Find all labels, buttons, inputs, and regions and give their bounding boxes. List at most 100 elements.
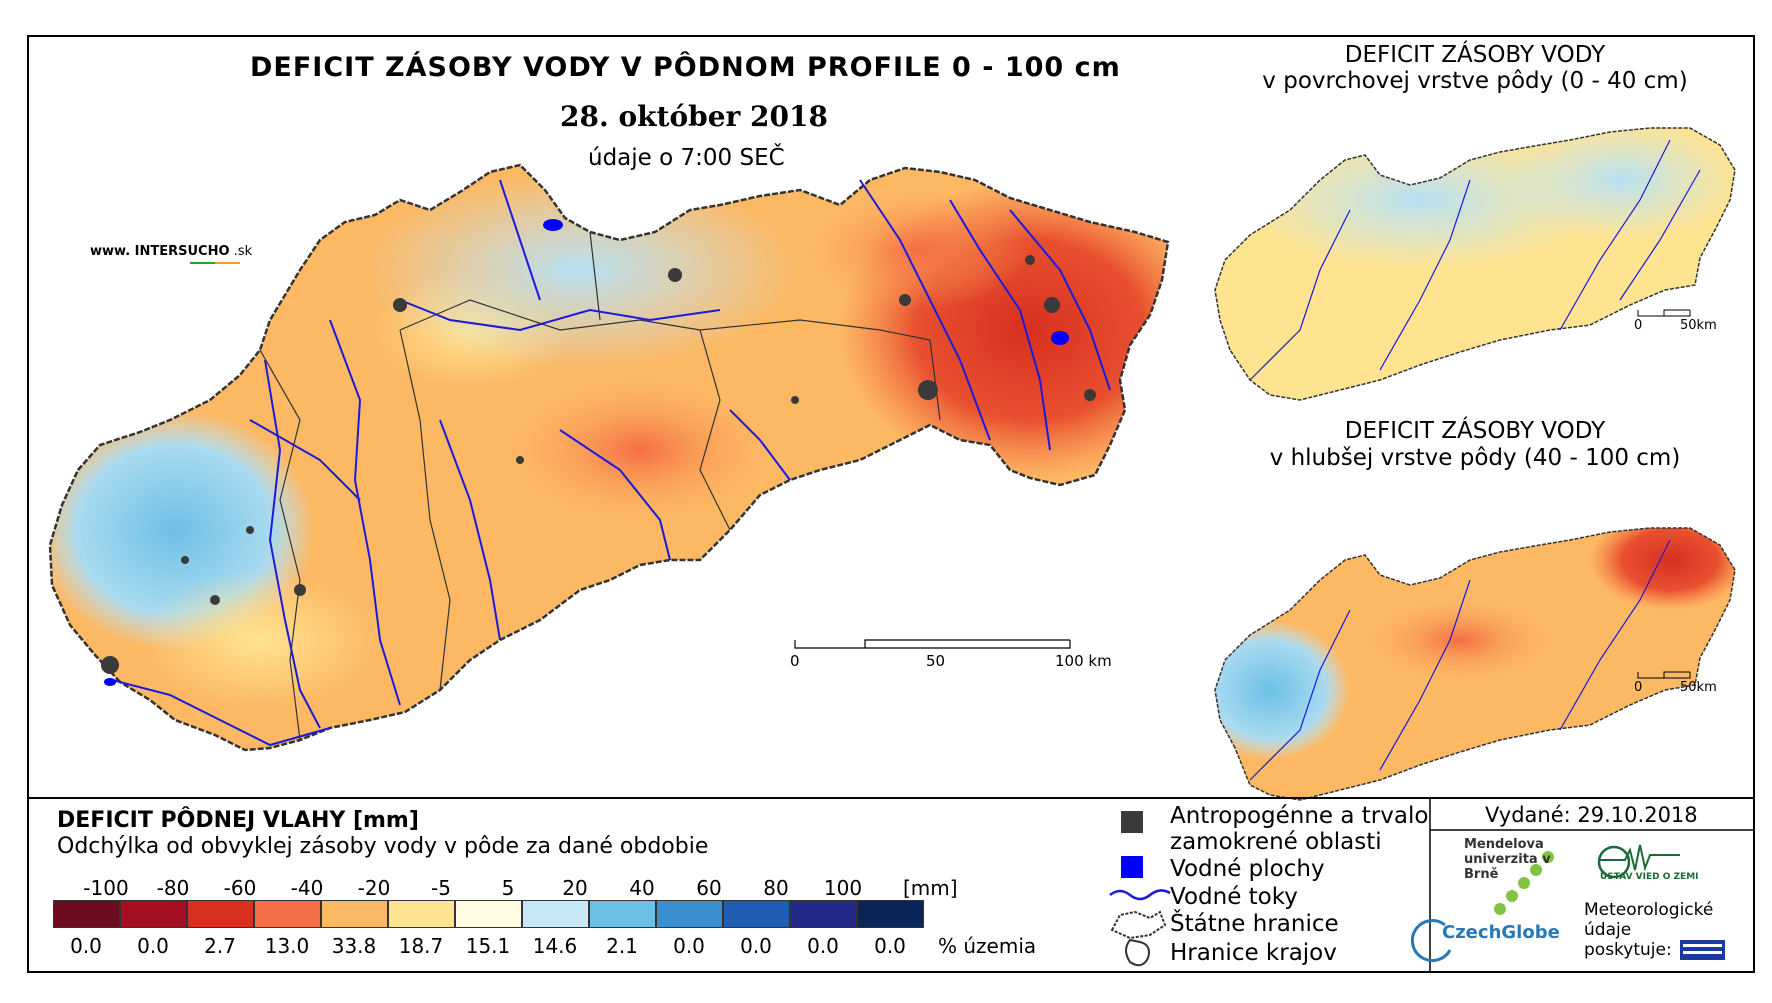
legend-color-swatch — [187, 900, 254, 928]
inset-bottom-scale-label-50: 50km — [1680, 680, 1717, 695]
legend-percent-unit: % územia — [938, 934, 1037, 958]
water-bodies — [104, 219, 1069, 686]
legend-percent-value: 2.7 — [204, 934, 236, 958]
shmu-logo-icon — [1680, 940, 1725, 960]
river-network — [111, 179, 1111, 747]
main-scale-label-50: 50 — [926, 652, 946, 670]
inset-bottom-rivers — [1249, 539, 1671, 781]
website-underline — [190, 262, 240, 264]
legend-color-swatch — [589, 900, 656, 928]
legend-color-swatch — [254, 900, 321, 928]
inset-top-border — [1214, 127, 1736, 401]
website-suffix: .sk — [229, 244, 253, 259]
inset-bottom-deficit-central — [1370, 600, 1550, 680]
region-border-label: Hranice krajov — [1170, 940, 1337, 966]
main-map-date: 28. október 2018 — [560, 100, 828, 133]
legend-color-swatch — [723, 900, 790, 928]
legend-tick-label: -80 — [156, 876, 190, 900]
mendel-university-label: Mendelova univerzita v Brně — [1464, 837, 1551, 882]
main-map-time: údaje o 7:00 SEČ — [588, 145, 785, 171]
inset-bottom-title: DEFICIT ZÁSOBY VODY — [1344, 418, 1606, 444]
anthropogenic-swatch — [1121, 811, 1143, 833]
inset-bottom-scale-label-0: 0 — [1634, 680, 1643, 695]
legend-percent-value: 2.1 — [606, 934, 638, 958]
legend-tick-label: -40 — [290, 876, 324, 900]
legend-tick-label: -100 — [83, 876, 129, 900]
state-border-label: Štátne hranice — [1170, 911, 1339, 937]
inset-top-title: DEFICIT ZÁSOBY VODY — [1344, 42, 1606, 68]
issued-date: Vydané: 29.10.2018 — [1485, 803, 1698, 827]
legend-percent-value: 15.1 — [465, 934, 511, 958]
river-symbol-icon — [1109, 889, 1171, 901]
inset-top-scalebar — [1637, 309, 1691, 317]
inset-top-wet-zone-east — [1500, 128, 1735, 240]
legend-subtitle: Odchýlka od obvyklej zásoby vody v pôde … — [57, 834, 709, 859]
north-wet-zone — [360, 170, 800, 370]
website-prefix: www. INTER — [90, 244, 179, 259]
legend-tick-label: 40 — [629, 876, 655, 900]
legend-tick-label: -20 — [357, 876, 391, 900]
anthropogenic-label-line2: zamokrené oblasti — [1170, 829, 1382, 855]
legend-tick-label: -5 — [431, 876, 451, 900]
legend-tick-label: 100 — [823, 876, 863, 900]
main-map-title: DEFICIT ZÁSOBY VODY V PÔDNOM PROFILE 0 -… — [250, 52, 1121, 83]
inset-top-scale-label-0: 0 — [1634, 318, 1643, 333]
legend-unit: [mm] — [903, 876, 958, 900]
legend-tick-label: 5 — [501, 876, 515, 900]
main-scale-label-100: 100 km — [1055, 652, 1112, 670]
inset-top-subtitle: v povrchovej vrstve pôdy (0 - 40 cm) — [1262, 68, 1688, 94]
water-bodies-label: Vodné plochy — [1170, 856, 1325, 882]
meteo-data-label: Meteorologické údaje poskytuje: — [1584, 900, 1714, 960]
anthropogenic-label-line1: Antropogénne a trvalo — [1170, 803, 1429, 829]
intersucho-website-link[interactable]: www. INTERSUCHO .sk — [90, 244, 252, 259]
legend-colorbar — [53, 900, 924, 928]
state-border — [48, 163, 1170, 752]
inset-bottom-map — [1214, 527, 1736, 801]
legend-color-swatch — [857, 900, 924, 928]
legend-color-swatch — [321, 900, 388, 928]
northeast-orange-zone — [810, 190, 1030, 310]
legend-color-swatch — [656, 900, 723, 928]
legend-color-swatch — [388, 900, 455, 928]
legend-color-swatch — [53, 900, 120, 928]
legend-percent-value: 0.0 — [137, 934, 169, 958]
inset-top-map — [1214, 127, 1736, 401]
legend-color-swatch — [120, 900, 187, 928]
state-border-symbol-icon — [1110, 910, 1167, 940]
legend-tick-label: 80 — [763, 876, 789, 900]
region-borders — [259, 231, 941, 741]
main-scale-label-0: 0 — [790, 652, 800, 670]
website-brand: SUCHO — [178, 244, 230, 259]
legend-color-swatch — [455, 900, 522, 928]
inset-bottom-border — [1214, 527, 1736, 801]
rivers-label: Vodné toky — [1170, 884, 1298, 910]
legend-percent-value: 33.8 — [331, 934, 377, 958]
main-scalebar — [794, 639, 1071, 649]
anthropogenic-areas — [101, 255, 1096, 674]
legend-percent-value: 14.6 — [532, 934, 578, 958]
legend-percent-value: 18.7 — [398, 934, 444, 958]
uvz-label: ÚSTAV VIED O ZEMI — [1600, 872, 1699, 882]
mendel-logo — [1494, 851, 1554, 915]
legend-percent-value: 0.0 — [740, 934, 772, 958]
legend-percent-value: 0.0 — [673, 934, 705, 958]
legend-title: DEFICIT PÔDNEJ VLAHY [mm] — [57, 808, 419, 833]
central-deficit-zone — [510, 380, 770, 520]
water-body-swatch — [1121, 856, 1143, 878]
legend-tick-label: -60 — [223, 876, 257, 900]
legend-tick-label: 20 — [562, 876, 588, 900]
legend-tick-label: 60 — [696, 876, 722, 900]
legend-percent-value: 13.0 — [264, 934, 310, 958]
legend-percent-value: 0.0 — [807, 934, 839, 958]
inset-bottom-wet-zone — [1215, 620, 1350, 760]
uvz-logo-icon — [1597, 844, 1680, 879]
legend-percent-value: 0.0 — [70, 934, 102, 958]
inset-bottom-deficit-east — [1590, 528, 1735, 610]
southwest-yellow-zone — [140, 570, 380, 710]
region-border-symbol-icon — [1125, 938, 1150, 967]
inset-top-scale-label-50: 50km — [1680, 318, 1717, 333]
inset-bottom-scalebar — [1637, 671, 1691, 679]
czechglobe-label: CzechGlobe — [1442, 922, 1560, 943]
legend-color-swatch — [790, 900, 857, 928]
czechglobe-logo-icon — [1410, 919, 1452, 963]
